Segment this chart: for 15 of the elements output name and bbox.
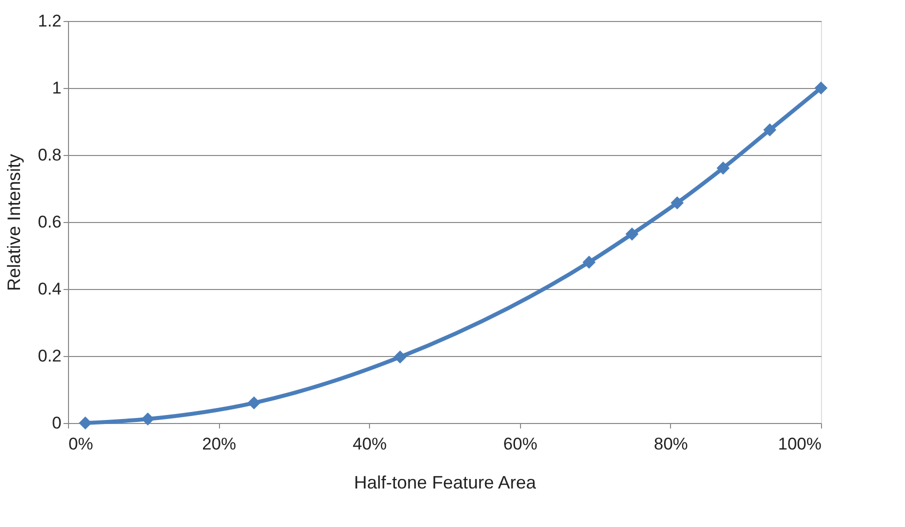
y-tick-label: 0.8 bbox=[38, 146, 62, 164]
x-tick-label: 0% bbox=[68, 434, 94, 454]
y-tick-label: 1 bbox=[52, 78, 62, 98]
x-axis-title: Half-tone Feature Area bbox=[354, 472, 538, 492]
x-tick-label: 40% bbox=[352, 434, 387, 454]
x-tick-label: 20% bbox=[202, 434, 236, 454]
y-tick-label: 0 bbox=[52, 414, 62, 432]
y-tick-label: 1.2 bbox=[38, 12, 62, 30]
y-tick-label: 0.6 bbox=[38, 212, 62, 232]
x-tick-label: 100% bbox=[778, 434, 822, 454]
y-tick-label: 0.2 bbox=[38, 346, 62, 366]
x-tick-label: 60% bbox=[503, 434, 538, 454]
y-tick-label: 0.4 bbox=[38, 280, 62, 298]
x-tick-label: 80% bbox=[654, 434, 688, 454]
y-axis-title: Relative Intensity bbox=[4, 154, 24, 292]
